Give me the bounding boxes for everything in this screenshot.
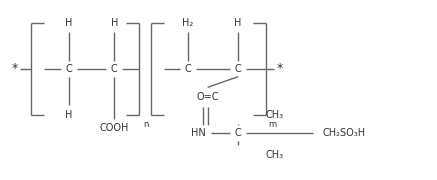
Text: H: H: [111, 18, 118, 28]
Text: H: H: [65, 110, 73, 120]
Text: CH₃: CH₃: [266, 150, 284, 160]
Text: H: H: [65, 18, 73, 28]
Text: C: C: [65, 64, 72, 74]
Text: C: C: [111, 64, 118, 74]
Text: *: *: [276, 62, 282, 75]
Text: m: m: [268, 120, 277, 129]
Text: HN: HN: [191, 128, 205, 138]
Text: CH₂SO₃H: CH₂SO₃H: [323, 128, 366, 138]
Text: H: H: [234, 18, 242, 28]
Text: C: C: [235, 64, 241, 74]
Text: CH₃: CH₃: [266, 110, 284, 120]
Text: COOH: COOH: [100, 123, 129, 133]
Text: H₂: H₂: [183, 18, 194, 28]
Text: O=C: O=C: [196, 92, 219, 102]
Text: n: n: [143, 120, 148, 129]
Text: *: *: [11, 62, 17, 75]
Text: C: C: [185, 64, 191, 74]
Text: C: C: [235, 128, 241, 138]
